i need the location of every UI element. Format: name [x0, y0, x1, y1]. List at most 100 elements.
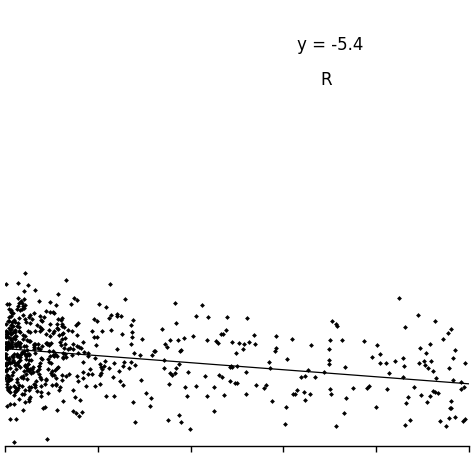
Point	[253, 381, 260, 388]
Point	[25, 383, 33, 391]
Point	[42, 376, 50, 384]
Point	[30, 341, 38, 349]
Point	[177, 346, 185, 354]
Point	[175, 412, 182, 419]
Point	[219, 330, 227, 338]
Point	[30, 344, 38, 351]
Point	[246, 338, 253, 346]
Point	[20, 295, 27, 303]
Point	[3, 383, 10, 391]
Point	[327, 390, 335, 398]
Point	[78, 409, 86, 416]
Point	[301, 389, 308, 396]
Point	[326, 345, 333, 353]
Point	[19, 331, 27, 338]
Point	[79, 368, 87, 375]
Point	[18, 348, 26, 356]
Point	[273, 344, 280, 352]
Point	[27, 393, 34, 401]
Point	[365, 382, 373, 390]
Point	[439, 335, 447, 343]
Point	[132, 418, 139, 425]
Point	[165, 380, 173, 388]
Point	[66, 345, 74, 352]
Point	[13, 359, 21, 367]
Point	[4, 317, 12, 325]
Point	[3, 377, 10, 385]
Point	[16, 353, 23, 361]
Point	[55, 386, 63, 394]
Point	[401, 323, 409, 331]
Point	[340, 409, 347, 417]
Point	[21, 386, 28, 393]
Point	[338, 336, 346, 344]
Point	[172, 364, 180, 372]
Point	[46, 299, 54, 306]
Point	[3, 402, 11, 410]
Point	[24, 350, 31, 357]
Point	[28, 315, 36, 323]
Point	[212, 337, 219, 345]
Point	[32, 378, 40, 385]
Point	[6, 376, 13, 383]
Point	[29, 364, 36, 371]
Point	[117, 312, 125, 320]
Point	[5, 340, 13, 348]
Point	[20, 367, 27, 374]
Point	[69, 341, 77, 348]
Point	[20, 304, 28, 312]
Point	[92, 341, 100, 349]
Point	[175, 360, 183, 367]
Point	[401, 421, 409, 429]
Point	[61, 340, 68, 347]
Point	[11, 341, 18, 348]
Point	[429, 367, 437, 375]
Point	[9, 372, 16, 379]
Point	[25, 356, 33, 364]
Point	[84, 349, 91, 357]
Point	[52, 301, 60, 309]
Point	[14, 319, 21, 327]
Point	[15, 314, 23, 322]
Point	[1, 374, 9, 382]
Point	[4, 386, 12, 393]
Point	[5, 356, 13, 363]
Point	[50, 353, 57, 360]
Point	[301, 372, 309, 379]
Point	[9, 318, 16, 326]
Point	[49, 308, 56, 316]
Point	[3, 360, 10, 367]
Point	[36, 370, 43, 378]
Point	[21, 362, 28, 370]
Point	[297, 374, 305, 381]
Point	[222, 326, 230, 334]
Point	[4, 333, 12, 341]
Point	[294, 386, 301, 394]
Point	[16, 364, 24, 371]
Point	[69, 345, 76, 353]
Point	[44, 355, 52, 363]
Point	[4, 372, 12, 380]
Point	[6, 415, 14, 423]
Point	[22, 301, 29, 308]
Point	[137, 376, 145, 383]
Point	[402, 399, 410, 407]
Point	[56, 383, 64, 391]
Point	[240, 340, 248, 348]
Point	[37, 388, 45, 396]
Point	[82, 383, 90, 390]
Point	[6, 400, 14, 408]
Point	[96, 380, 103, 388]
Text: y = -5.4: y = -5.4	[297, 36, 364, 54]
Point	[119, 382, 127, 389]
Point	[1, 344, 9, 351]
Point	[16, 351, 24, 358]
Point	[326, 337, 334, 344]
Point	[43, 435, 50, 443]
Point	[172, 300, 179, 307]
Point	[34, 387, 41, 395]
Point	[58, 320, 66, 328]
Point	[34, 341, 41, 348]
Point	[167, 336, 174, 344]
Point	[101, 357, 109, 365]
